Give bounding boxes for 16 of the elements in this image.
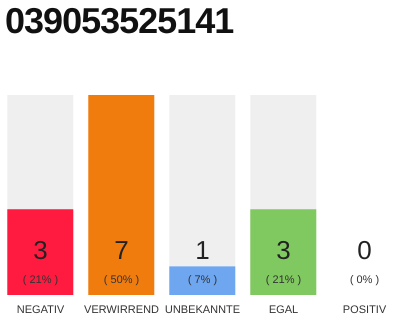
data-label: 0 (357, 235, 372, 265)
x-tick-label: VERWIRREND (84, 304, 160, 316)
x-tick-label: UNBEKANNTE (164, 304, 240, 316)
data-label: 1 (195, 235, 210, 265)
annotation: ( 7% ) (188, 274, 218, 286)
annotation: ( 21% ) (266, 274, 302, 286)
annotation: ( 21% ) (22, 274, 58, 286)
annotation: ( 0% ) (350, 274, 380, 286)
x-tick-label: POSITIV (342, 304, 387, 316)
data-label: 3 (33, 235, 48, 265)
x-tick-label: EGAL (268, 304, 298, 316)
x-tick-label: NEGATIV (16, 304, 65, 316)
chart-title: 039053525141 (5, 0, 234, 42)
annotation: ( 50% ) (104, 274, 140, 286)
data-label: 3 (276, 235, 291, 265)
data-label: 7 (114, 235, 129, 265)
